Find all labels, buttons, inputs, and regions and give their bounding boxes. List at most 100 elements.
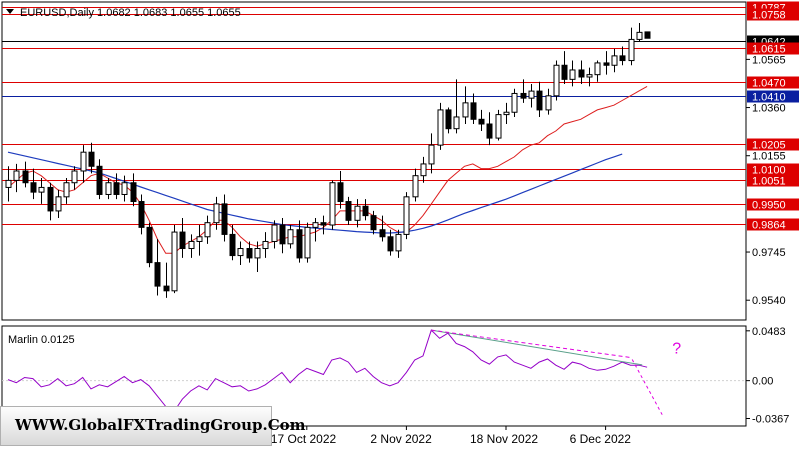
candle[interactable] bbox=[262, 232, 269, 258]
candle[interactable] bbox=[271, 220, 278, 249]
level-price-label: 1.0410 bbox=[752, 92, 786, 104]
candle[interactable] bbox=[354, 199, 361, 228]
candle[interactable] bbox=[545, 88, 552, 115]
candle[interactable] bbox=[163, 262, 170, 298]
candle-body bbox=[296, 229, 303, 259]
candle[interactable] bbox=[611, 48, 618, 73]
candle[interactable] bbox=[578, 60, 585, 85]
level-price-label: 1.0051 bbox=[752, 176, 786, 188]
candle[interactable] bbox=[71, 166, 78, 190]
candle[interactable] bbox=[47, 182, 54, 221]
candle[interactable] bbox=[22, 161, 29, 188]
candle[interactable] bbox=[370, 210, 377, 235]
candle[interactable] bbox=[412, 168, 419, 202]
candle[interactable] bbox=[337, 170, 344, 209]
candle[interactable] bbox=[345, 196, 352, 226]
candle[interactable] bbox=[511, 88, 518, 117]
y-tick-label: 0.9745 bbox=[752, 247, 786, 259]
candle[interactable] bbox=[362, 199, 369, 221]
candle[interactable] bbox=[105, 178, 112, 200]
candle[interactable] bbox=[495, 109, 502, 141]
candle[interactable] bbox=[113, 173, 120, 200]
candle-body bbox=[370, 215, 377, 231]
candle-body bbox=[486, 123, 493, 139]
candle[interactable] bbox=[536, 81, 543, 117]
candle[interactable] bbox=[644, 31, 651, 39]
candle[interactable] bbox=[80, 145, 87, 183]
candle[interactable] bbox=[462, 86, 469, 124]
candle[interactable] bbox=[312, 217, 319, 242]
candle[interactable] bbox=[5, 166, 12, 202]
candle[interactable] bbox=[387, 229, 394, 256]
candle[interactable] bbox=[586, 67, 593, 87]
candle[interactable] bbox=[88, 142, 95, 174]
candle[interactable] bbox=[437, 102, 444, 150]
candle[interactable] bbox=[470, 93, 477, 124]
level-price-tag bbox=[747, 76, 799, 89]
candle[interactable] bbox=[594, 60, 601, 82]
candle[interactable] bbox=[296, 220, 303, 263]
candle[interactable] bbox=[320, 215, 327, 235]
candle[interactable] bbox=[138, 194, 145, 235]
candle[interactable] bbox=[486, 112, 493, 146]
candle-body bbox=[188, 240, 195, 250]
candle[interactable] bbox=[304, 222, 311, 263]
candle[interactable] bbox=[130, 173, 137, 207]
candle[interactable] bbox=[229, 225, 236, 261]
question-mark-annotation: ? bbox=[672, 340, 681, 357]
candle[interactable] bbox=[569, 60, 576, 87]
candle[interactable] bbox=[13, 163, 20, 193]
candle[interactable] bbox=[179, 217, 186, 258]
candle[interactable] bbox=[453, 79, 460, 134]
candle-body bbox=[138, 201, 145, 228]
candle[interactable] bbox=[395, 229, 402, 258]
candle[interactable] bbox=[636, 22, 643, 42]
candle[interactable] bbox=[445, 107, 452, 134]
candle[interactable] bbox=[553, 60, 560, 101]
candle[interactable] bbox=[628, 27, 635, 66]
candle-body bbox=[611, 55, 618, 66]
candle[interactable] bbox=[478, 109, 485, 132]
candle[interactable] bbox=[63, 178, 70, 204]
candle[interactable] bbox=[204, 215, 211, 244]
chart-menu-triangle-icon[interactable] bbox=[6, 9, 14, 14]
candle-body bbox=[22, 170, 29, 184]
candle[interactable] bbox=[146, 222, 153, 268]
candle[interactable] bbox=[619, 46, 626, 66]
watermark-text: WWW.GlobalFXTradingGroup.Com bbox=[15, 416, 306, 434]
candle[interactable] bbox=[121, 175, 128, 202]
candle[interactable] bbox=[154, 239, 161, 296]
candle-body bbox=[47, 186, 54, 212]
candle[interactable] bbox=[237, 241, 244, 265]
candle[interactable] bbox=[329, 180, 336, 230]
candle[interactable] bbox=[55, 189, 62, 218]
candle[interactable] bbox=[213, 196, 220, 230]
candle[interactable] bbox=[379, 215, 386, 242]
candle-body bbox=[387, 236, 394, 252]
candle[interactable] bbox=[528, 84, 535, 108]
candle[interactable] bbox=[561, 51, 568, 85]
candle[interactable] bbox=[603, 51, 610, 75]
candle[interactable] bbox=[246, 241, 253, 263]
candle-body bbox=[337, 182, 344, 203]
candle[interactable] bbox=[188, 234, 195, 258]
candle[interactable] bbox=[503, 102, 510, 124]
candle[interactable] bbox=[520, 79, 527, 103]
candle[interactable] bbox=[254, 241, 261, 273]
projection-line bbox=[631, 359, 663, 415]
candle[interactable] bbox=[30, 168, 37, 200]
candle[interactable] bbox=[96, 159, 103, 200]
candle[interactable] bbox=[38, 178, 45, 204]
candle-body bbox=[5, 179, 12, 188]
level-price-tag bbox=[747, 42, 799, 55]
candle[interactable] bbox=[428, 133, 435, 174]
candle[interactable] bbox=[196, 225, 203, 256]
candle[interactable] bbox=[287, 225, 294, 249]
candle[interactable] bbox=[279, 217, 286, 254]
candle[interactable] bbox=[221, 194, 228, 242]
candle[interactable] bbox=[403, 192, 410, 240]
candle-body bbox=[644, 31, 651, 39]
level-price-label: 1.0615 bbox=[752, 44, 786, 56]
candle[interactable] bbox=[420, 156, 427, 183]
candle[interactable] bbox=[171, 225, 178, 294]
